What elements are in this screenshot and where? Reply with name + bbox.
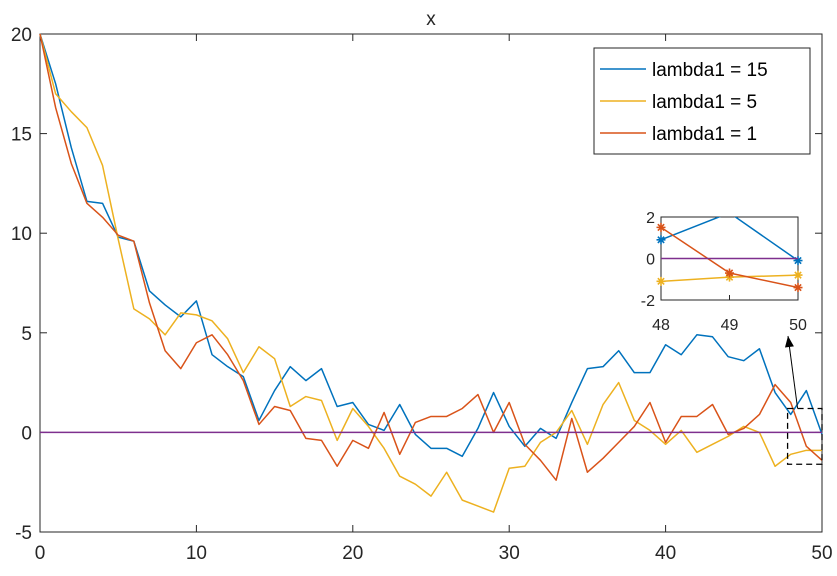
x-tick-label: 10 xyxy=(186,543,207,564)
y-tick-label: -5 xyxy=(15,523,32,544)
inset-x-tick-label: 48 xyxy=(652,317,670,334)
inset-marker xyxy=(656,276,666,286)
zoom-arrow-head xyxy=(784,336,794,348)
inset-y-tick-label: 0 xyxy=(646,252,655,269)
legend-label: lambda1 = 15 xyxy=(652,60,768,81)
y-tick-label: 0 xyxy=(21,423,32,444)
chart-title: x xyxy=(426,9,436,30)
inset-marker xyxy=(793,256,803,266)
y-tick-label: 15 xyxy=(11,125,32,146)
inset-marker xyxy=(725,268,734,278)
x-tick-label: 0 xyxy=(35,543,46,564)
inset-x-tick-label: 50 xyxy=(789,317,807,334)
y-tick-label: 10 xyxy=(11,224,32,245)
series-line-2 xyxy=(39,33,823,481)
legend-label: lambda1 = 5 xyxy=(652,92,757,113)
inset-y-tick-label: 2 xyxy=(646,210,655,227)
inset-marker xyxy=(656,235,666,245)
x-tick-label: 50 xyxy=(811,543,832,564)
zoom-arrow-line xyxy=(787,335,799,409)
inset-marker xyxy=(656,222,666,232)
series-line-0 xyxy=(39,33,823,458)
x-tick-label: 30 xyxy=(499,543,520,564)
y-tick-label: 20 xyxy=(11,25,32,46)
inset-marker xyxy=(793,283,803,293)
zoom-region-box xyxy=(786,407,823,465)
legend-label: lambda1 = 1 xyxy=(652,124,757,145)
series-line-1 xyxy=(39,33,822,513)
y-tick-label: 5 xyxy=(21,324,32,345)
inset-x-tick-label: 49 xyxy=(721,317,739,334)
x-tick-label: 20 xyxy=(342,543,363,564)
inset-series-line-0 xyxy=(661,217,798,262)
x-tick-label: 40 xyxy=(655,543,676,564)
inset-marker xyxy=(793,270,803,280)
inset-y-tick-label: -2 xyxy=(641,293,655,310)
